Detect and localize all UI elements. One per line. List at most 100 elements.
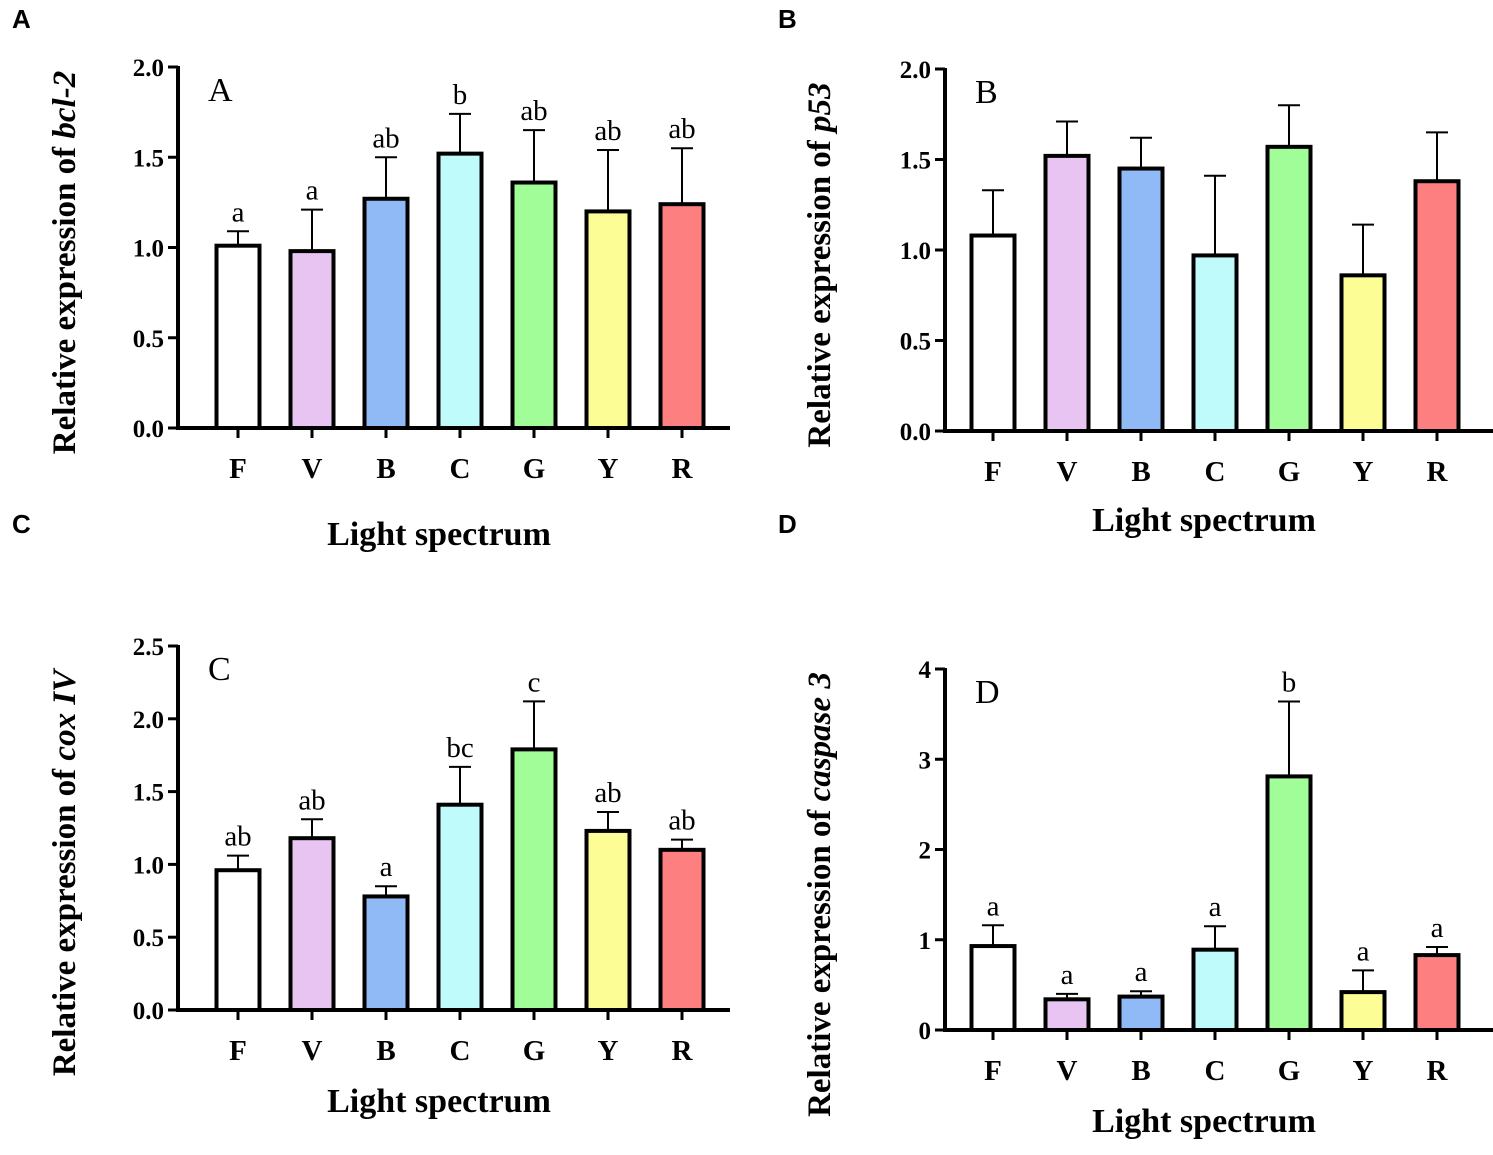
bar-V bbox=[1043, 153, 1091, 433]
y-tick-label: 1.0 bbox=[133, 236, 164, 263]
x-tick-label: G bbox=[1278, 456, 1301, 488]
bar-B bbox=[1117, 994, 1165, 1032]
bar-F bbox=[969, 944, 1017, 1033]
x-tick-label: F bbox=[229, 1035, 247, 1067]
y-axis-label: Relative expression of bcl-2 bbox=[47, 71, 83, 454]
x-tick-label: R bbox=[672, 453, 694, 485]
x-axis-label: Light spectrum bbox=[1092, 502, 1316, 539]
x-axis-label: Light spectrum bbox=[327, 516, 551, 553]
x-tick-label: F bbox=[984, 456, 1002, 488]
y-tick-label: 0.0 bbox=[900, 419, 931, 446]
significance-label: a bbox=[232, 196, 245, 228]
y-tick-label: 0.0 bbox=[133, 998, 164, 1025]
bar-F bbox=[214, 243, 262, 430]
panel-letter: A bbox=[12, 4, 31, 34]
bar-B bbox=[362, 196, 410, 430]
x-tick-label: Y bbox=[1353, 456, 1374, 488]
bar-F bbox=[214, 868, 262, 1012]
y-axis-label: Relative expression of p53 bbox=[802, 82, 838, 447]
panel-letter: D bbox=[778, 509, 797, 539]
x-tick-label: C bbox=[1205, 456, 1226, 488]
panel-letter: C bbox=[12, 509, 31, 539]
bar-F bbox=[969, 233, 1017, 433]
bar-R bbox=[1413, 179, 1461, 433]
significance-label: ab bbox=[298, 784, 325, 816]
bar-V bbox=[1043, 997, 1091, 1033]
y-tick-label: 2.0 bbox=[133, 707, 164, 734]
panel-letter: B bbox=[778, 4, 797, 34]
bar-Y bbox=[1339, 990, 1387, 1032]
y-tick-label: 0.0 bbox=[133, 416, 164, 443]
y-axis-label: Relative expression of caspase 3 bbox=[802, 672, 838, 1117]
x-tick-label: B bbox=[1131, 1055, 1150, 1087]
bar-C bbox=[1191, 253, 1239, 433]
significance-label: a bbox=[306, 175, 319, 207]
x-tick-label: B bbox=[376, 453, 395, 485]
significance-label: a bbox=[1431, 912, 1444, 944]
bar-Y bbox=[584, 209, 632, 430]
x-tick-label: V bbox=[1057, 1055, 1078, 1087]
y-tick-label: 0 bbox=[919, 1018, 932, 1045]
x-tick-label: G bbox=[1278, 1055, 1301, 1087]
panel-D: D Da Fa Va Ba Cb Ga Ya R 0 1 2 3 4 Relative expression… bbox=[778, 509, 1493, 1140]
x-tick-label: C bbox=[450, 1035, 471, 1067]
x-tick-label: F bbox=[984, 1055, 1002, 1087]
y-label-gene: p53 bbox=[802, 82, 838, 135]
bar-B bbox=[1117, 166, 1165, 434]
y-tick-label: 2.5 bbox=[133, 634, 164, 661]
inner-panel-label: A bbox=[208, 72, 233, 109]
y-tick-label: 0.5 bbox=[133, 326, 164, 353]
y-tick-label: 1.0 bbox=[900, 238, 931, 265]
x-tick-label: B bbox=[376, 1035, 395, 1067]
significance-label: a bbox=[1061, 959, 1074, 991]
y-label-prefix: Relative expression of bbox=[802, 132, 838, 448]
significance-label: a bbox=[1357, 935, 1370, 967]
bar-G bbox=[510, 180, 558, 430]
x-axis-label: Light spectrum bbox=[1092, 1103, 1316, 1140]
bar-C bbox=[1191, 947, 1239, 1032]
bar-G bbox=[1265, 774, 1313, 1033]
y-tick-label: 2.0 bbox=[133, 55, 164, 82]
x-tick-label: G bbox=[523, 1035, 546, 1067]
significance-label: ab bbox=[668, 113, 695, 145]
y-label-gene: caspase 3 bbox=[802, 672, 838, 801]
y-tick-label: 2.0 bbox=[900, 57, 931, 84]
x-tick-label: V bbox=[1057, 456, 1078, 488]
x-tick-label: F bbox=[229, 453, 247, 485]
significance-label: c bbox=[528, 666, 541, 698]
x-tick-label: B bbox=[1131, 456, 1150, 488]
bar-G bbox=[510, 747, 558, 1012]
significance-label: ab bbox=[594, 115, 621, 147]
significance-label: bc bbox=[446, 732, 473, 764]
significance-label: a bbox=[380, 851, 393, 883]
significance-label: ab bbox=[668, 805, 695, 837]
bar-Y bbox=[1339, 273, 1387, 433]
x-tick-label: Y bbox=[598, 453, 619, 485]
bar-G bbox=[1265, 144, 1313, 434]
y-label-prefix: Relative expression of bbox=[802, 801, 838, 1117]
y-label-gene: bcl-2 bbox=[47, 71, 83, 139]
y-tick-label: 2 bbox=[919, 838, 932, 865]
bar-C bbox=[436, 151, 484, 430]
bar-V bbox=[288, 249, 336, 430]
significance-label: a bbox=[1135, 956, 1148, 988]
inner-panel-label: C bbox=[208, 651, 231, 688]
bar-C bbox=[436, 802, 484, 1012]
y-tick-label: 1.5 bbox=[900, 148, 931, 175]
bar-Y bbox=[584, 828, 632, 1012]
y-axis-label: Relative expression of cox IV bbox=[47, 667, 83, 1076]
y-tick-label: 4 bbox=[919, 657, 932, 684]
panel-C: C Cab Fab Va Bbc Cc Gab Yab R 0.0 0.5 1.0 1.5 2.0 2.5 R… bbox=[12, 509, 730, 1120]
significance-label: ab bbox=[594, 777, 621, 809]
x-tick-label: R bbox=[1427, 456, 1449, 488]
inner-panel-label: D bbox=[975, 674, 1000, 711]
y-tick-label: 1 bbox=[919, 928, 932, 955]
significance-label: b bbox=[1282, 666, 1297, 698]
x-tick-label: G bbox=[523, 453, 546, 485]
significance-label: ab bbox=[520, 95, 547, 127]
x-tick-label: C bbox=[1205, 1055, 1226, 1087]
significance-label: b bbox=[453, 79, 468, 111]
y-tick-label: 1.5 bbox=[133, 145, 164, 172]
y-tick-label: 1.5 bbox=[133, 780, 164, 807]
